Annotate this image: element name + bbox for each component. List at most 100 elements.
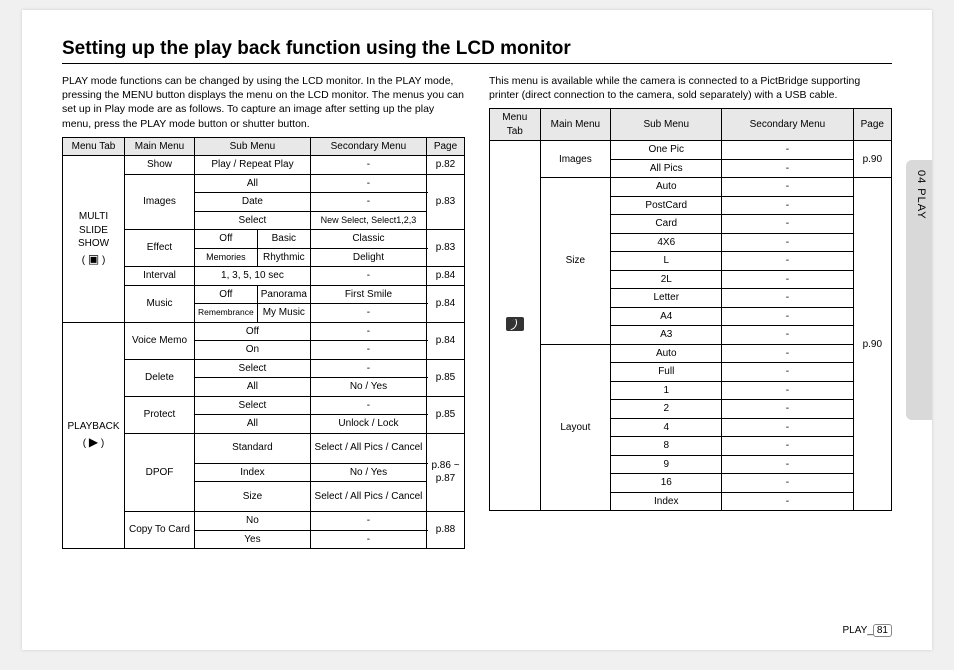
voice-on: On bbox=[195, 341, 311, 360]
manual-page: Setting up the play back function using … bbox=[22, 10, 932, 650]
mm-show: Show bbox=[125, 156, 195, 175]
menu-table-left: Menu Tab Main Menu Sub Menu Secondary Me… bbox=[62, 137, 465, 550]
dpof-idx: Index bbox=[195, 463, 311, 482]
d11: - bbox=[722, 381, 853, 400]
img-one: One Pic bbox=[611, 141, 722, 160]
hdr2-menutab: Menu Tab bbox=[490, 109, 541, 141]
size-auto: Auto bbox=[611, 178, 722, 197]
lay-8: 8 bbox=[611, 437, 722, 456]
lay-16: 16 bbox=[611, 474, 722, 493]
side-label: 04 PLAY bbox=[915, 170, 927, 220]
mus-first: First Smile bbox=[310, 285, 426, 304]
mus-dash: - bbox=[310, 304, 426, 323]
sec-img-select: New Select, Select1,2,3 bbox=[310, 211, 426, 230]
voice-off: Off bbox=[195, 322, 311, 341]
pg-prot: p.85 bbox=[427, 396, 465, 433]
mm-dpof: DPOF bbox=[125, 433, 195, 512]
prot-sel: Select bbox=[195, 396, 311, 415]
mm2-layout: Layout bbox=[540, 344, 611, 511]
size-l: L bbox=[611, 252, 722, 271]
copy-yes-sec: - bbox=[310, 530, 426, 549]
del-all: All bbox=[195, 378, 311, 397]
menu-table-right: Menu Tab Main Menu Sub Menu Secondary Me… bbox=[489, 108, 892, 511]
pg2-big: p.90 bbox=[853, 178, 891, 511]
content-columns: PLAY mode functions can be changed by us… bbox=[62, 74, 892, 549]
d6: - bbox=[722, 289, 853, 308]
row2-img-one: Images One Pic - p.90 bbox=[490, 141, 892, 160]
pg-dpof: p.86 ~ p.87 bbox=[427, 433, 465, 512]
d12: - bbox=[722, 400, 853, 419]
prot-all-sec: Unlock / Lock bbox=[310, 415, 426, 434]
voice-off-sec: - bbox=[310, 322, 426, 341]
pg-music: p.84 bbox=[427, 285, 465, 322]
left-column: PLAY mode functions can be changed by us… bbox=[62, 74, 465, 549]
pg-voice: p.84 bbox=[427, 322, 465, 359]
copy-yes: Yes bbox=[195, 530, 311, 549]
mus-pan: Panorama bbox=[257, 285, 310, 304]
mm-images: Images bbox=[125, 174, 195, 230]
lay-idx: Index bbox=[611, 492, 722, 511]
mm-copy: Copy To Card bbox=[125, 512, 195, 549]
mus-my: My Music bbox=[257, 304, 310, 323]
pg-copy: p.88 bbox=[427, 512, 465, 549]
lay-1: 1 bbox=[611, 381, 722, 400]
lay-auto: Auto bbox=[611, 344, 722, 363]
mus-off: Off bbox=[195, 285, 258, 304]
pg-del: p.85 bbox=[427, 359, 465, 396]
right-column: This menu is available while the camera … bbox=[489, 74, 892, 549]
dpof-size-sec: Select / All Pics / Cancel bbox=[310, 482, 426, 512]
sm-interval: 1, 3, 5, 10 sec bbox=[195, 267, 311, 286]
eff-off: Off bbox=[195, 230, 258, 249]
size-2l: 2L bbox=[611, 270, 722, 289]
lay-full: Full bbox=[611, 363, 722, 382]
menutab-pictbridge bbox=[490, 141, 541, 511]
img-all: All Pics bbox=[611, 159, 722, 178]
lay-9: 9 bbox=[611, 455, 722, 474]
copy-no: No bbox=[195, 512, 311, 531]
sec-show: - bbox=[310, 156, 426, 175]
mm-interval: Interval bbox=[125, 267, 195, 286]
pg-interval: p.84 bbox=[427, 267, 465, 286]
menutab-playback: PLAYBACK ( ▶ ) bbox=[63, 322, 125, 549]
d1: - bbox=[722, 196, 853, 215]
mm-effect: Effect bbox=[125, 230, 195, 267]
d3: - bbox=[722, 233, 853, 252]
sec-interval: - bbox=[310, 267, 426, 286]
pg-images: p.83 bbox=[427, 174, 465, 230]
hdr-menutab: Menu Tab bbox=[63, 137, 125, 156]
eff-del: Delight bbox=[310, 248, 426, 267]
d5: - bbox=[722, 270, 853, 289]
row-voice-off: PLAYBACK ( ▶ ) Voice Memo Off - p.84 bbox=[63, 322, 465, 341]
sm-show: Play / Repeat Play bbox=[195, 156, 311, 175]
del-sel: Select bbox=[195, 359, 311, 378]
mt-line3: SHOW bbox=[66, 237, 121, 251]
mm-protect: Protect bbox=[125, 396, 195, 433]
slide-icon: ( ▣ ) bbox=[66, 251, 121, 268]
size-letter: Letter bbox=[611, 289, 722, 308]
lay-4: 4 bbox=[611, 418, 722, 437]
d15: - bbox=[722, 455, 853, 474]
d8: - bbox=[722, 326, 853, 345]
mm2-size: Size bbox=[540, 178, 611, 345]
row-show: MULTI SLIDE SHOW ( ▣ ) Show Play / Repea… bbox=[63, 156, 465, 175]
eff-classic: Classic bbox=[310, 230, 426, 249]
hdr2-mainmenu: Main Menu bbox=[540, 109, 611, 141]
voice-on-sec: - bbox=[310, 341, 426, 360]
eff-rhy: Rhythmic bbox=[257, 248, 310, 267]
page-title: Setting up the play back function using … bbox=[62, 38, 892, 64]
header-row-2: Menu Tab Main Menu Sub Menu Secondary Me… bbox=[490, 109, 892, 141]
d7: - bbox=[722, 307, 853, 326]
size-a4: A4 bbox=[611, 307, 722, 326]
d4: - bbox=[722, 252, 853, 271]
copy-no-sec: - bbox=[310, 512, 426, 531]
pg2-images: p.90 bbox=[853, 141, 891, 178]
mt-line1: MULTI bbox=[66, 210, 121, 224]
d14: - bbox=[722, 437, 853, 456]
header-row: Menu Tab Main Menu Sub Menu Secondary Me… bbox=[63, 137, 465, 156]
d16: - bbox=[722, 474, 853, 493]
mm-delete: Delete bbox=[125, 359, 195, 396]
hdr2-submenu: Sub Menu bbox=[611, 109, 722, 141]
playback-icon: ( ▶ ) bbox=[66, 434, 121, 451]
hdr-page: Page bbox=[427, 137, 465, 156]
dpof-std: Standard bbox=[195, 433, 311, 463]
